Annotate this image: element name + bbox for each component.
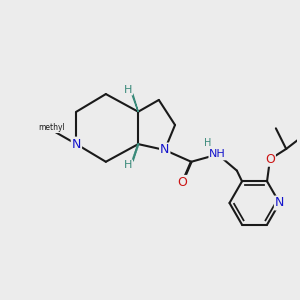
Text: NH: NH	[209, 149, 226, 159]
Text: N: N	[275, 196, 284, 209]
Text: H: H	[124, 160, 132, 170]
Text: H: H	[204, 138, 211, 148]
Text: N: N	[160, 143, 169, 157]
Text: O: O	[265, 153, 275, 166]
Text: O: O	[178, 176, 187, 189]
Text: H: H	[124, 85, 132, 94]
Text: N: N	[72, 138, 81, 151]
Polygon shape	[132, 94, 138, 112]
Text: methyl: methyl	[38, 123, 65, 132]
